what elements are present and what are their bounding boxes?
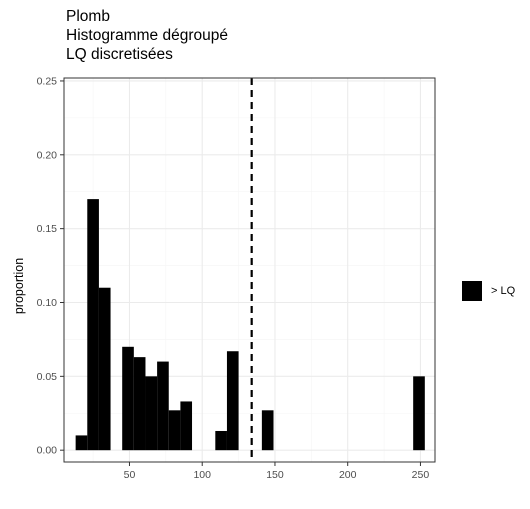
x-tick-label: 250	[412, 469, 430, 481]
chart-subtitle-line-1: Histogramme dégroupé	[66, 27, 228, 44]
x-tick-label: 200	[339, 469, 357, 481]
x-tick-label: 150	[266, 469, 284, 481]
histogram-bar	[180, 401, 193, 451]
y-tick-label: 0.00	[37, 445, 58, 457]
histogram-bar	[168, 410, 181, 451]
histogram-bar	[157, 361, 169, 451]
y-tick-label: 0.10	[37, 297, 58, 309]
title-block: Plomb Histogramme dégroupé LQ discretisé…	[66, 7, 228, 64]
legend-key-swatch	[462, 281, 482, 301]
y-tick-label: 0.05	[37, 371, 58, 383]
histogram-bar	[413, 376, 425, 451]
x-tick-label: 100	[193, 469, 211, 481]
grid-layer	[64, 78, 435, 462]
bars-layer	[75, 199, 425, 451]
legend-label: > LQ	[491, 285, 516, 297]
histogram-bar	[75, 435, 88, 451]
chart-title: Plomb	[66, 8, 110, 25]
histogram-bar	[215, 430, 227, 451]
y-tick-label: 0.15	[37, 223, 58, 235]
histogram-bar	[261, 410, 274, 451]
histogram-bar	[122, 346, 134, 451]
histogram-bar	[145, 376, 158, 451]
histogram-bar	[133, 357, 146, 451]
panel-border	[63, 77, 436, 463]
chart-subtitle-line-2: LQ discretisées	[66, 46, 173, 63]
histogram-bar	[98, 287, 111, 451]
ticks-layer: 50 100 150 200 250 0.00 0.05 0.10 0.15 0.20 0.25	[37, 75, 430, 481]
legend: > LQ	[462, 281, 515, 301]
y-axis-label: proportion	[12, 258, 26, 314]
y-tick-label: 0.20	[37, 149, 58, 161]
x-tick-label: 50	[124, 469, 136, 481]
y-tick-label: 0.25	[37, 75, 58, 87]
histogram-bar	[226, 351, 239, 451]
histogram-bar	[87, 199, 99, 451]
